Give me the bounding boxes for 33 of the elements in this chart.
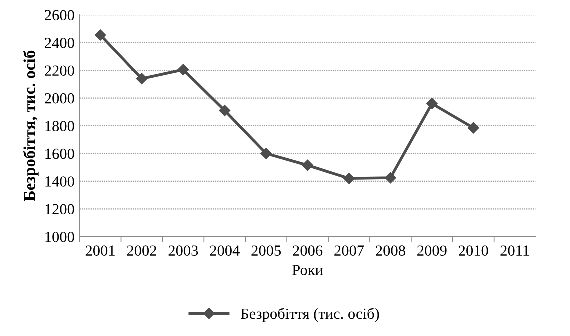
y-tick-label: 2200 bbox=[45, 66, 74, 76]
point bbox=[136, 73, 148, 84]
legend-label: Безробіття (тис. осіб) bbox=[240, 308, 380, 322]
point bbox=[260, 148, 272, 160]
x-tick-label: 2009 bbox=[418, 246, 447, 256]
x-tick-label: 2004 bbox=[210, 246, 240, 256]
point bbox=[385, 172, 396, 184]
point bbox=[426, 98, 438, 110]
point bbox=[302, 160, 314, 172]
x-tick-label: 2005 bbox=[252, 246, 282, 256]
x-tick-label: 2010 bbox=[459, 246, 488, 256]
y-tick-label: 2000 bbox=[45, 93, 74, 104]
y-tick-label: 1400 bbox=[46, 176, 74, 187]
point bbox=[178, 64, 190, 76]
point bbox=[344, 173, 355, 184]
y-tick-label: 1000 bbox=[46, 232, 74, 242]
y-tick-label: 1200 bbox=[46, 204, 74, 215]
y-tick-label: 1600 bbox=[46, 148, 74, 160]
x-tick-label: 2002 bbox=[127, 246, 156, 256]
y-axis-title: Безробіття, тис. осіб bbox=[23, 50, 39, 202]
y-tick-label: 1800 bbox=[46, 121, 74, 132]
point bbox=[468, 122, 480, 134]
x-tick-label: 2008 bbox=[376, 246, 406, 256]
x-tick-label: 2006 bbox=[293, 246, 323, 256]
point bbox=[219, 105, 230, 116]
x-tick-label: 2003 bbox=[168, 246, 198, 256]
point bbox=[94, 30, 106, 41]
x-tick-label: 2001 bbox=[86, 246, 115, 256]
y-tick-label: 2600 bbox=[45, 10, 74, 21]
x-axis-title: Роки bbox=[292, 265, 324, 276]
x-tick-label: 2007 bbox=[334, 246, 364, 256]
x-tick-label: 2011 bbox=[500, 246, 530, 256]
y-tick-label: 2400 bbox=[45, 38, 74, 48]
